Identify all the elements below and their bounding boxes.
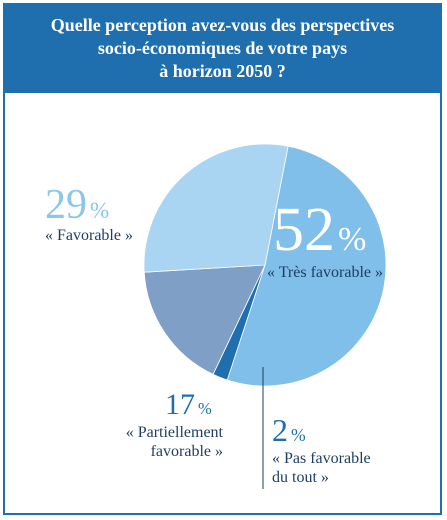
slice-label-partiellement: « Partiellement favorable » [126,423,223,461]
value-52: 52 [273,196,335,264]
value-2: 2 [272,412,288,448]
pie-slice-2 [143,264,266,375]
label-line-2: favorable » [150,443,223,460]
slice-label-favorable: « Favorable » [45,227,133,244]
pie-slice-0 [226,145,387,387]
slice-label-tres-favorable-percent: 52% [273,195,366,266]
pie-chart [143,143,387,489]
label-line-2: du tout » [272,469,329,486]
slice-label-tres-favorable: « Très favorable » [267,264,383,281]
chart-title: Quelle perception avez-vous des perspect… [5,5,440,93]
title-line-2: socio-économiques de votre pays [97,38,348,58]
title-line-3: à horizon 2050 ? [159,61,286,81]
value-29: 29 [45,182,87,228]
slice-label-favorable-percent: 29% [45,181,109,229]
slice-label-pas-favorable-percent: 2% [272,412,306,449]
title-line-1: Quelle perception avez-vous des perspect… [50,15,395,35]
percent-symbol: % [198,399,212,418]
percent-symbol: % [291,425,306,445]
value-17: 17 [165,388,195,421]
pie-slice-3 [143,143,289,273]
percent-symbol: % [90,197,110,223]
chart-card: Quelle perception avez-vous des perspect… [3,3,442,515]
label-line-1: « Pas favorable [272,450,371,467]
label-line-1: « Partiellement [125,424,223,441]
slice-label-pas-favorable: « Pas favorable du tout » [272,449,371,487]
percent-symbol: % [338,221,367,258]
slice-label-partiellement-percent: 17% [165,388,212,422]
